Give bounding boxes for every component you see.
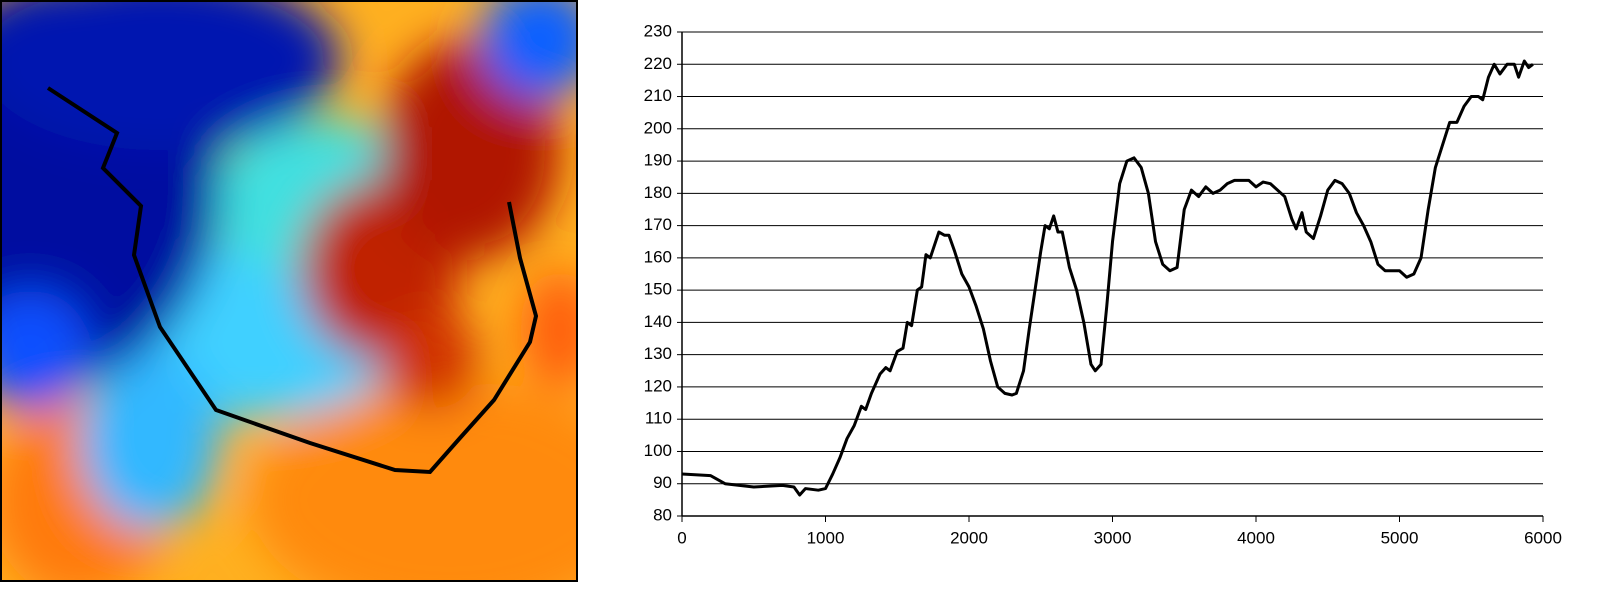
y-tick-label: 210	[644, 86, 672, 105]
line-chart: 80 90 100 110 120 130 140 150 160 170 180 190 200 210…	[644, 21, 1562, 547]
x-tick-label: 3000	[1094, 528, 1132, 547]
y-tick-label: 80	[653, 505, 672, 524]
profile-line	[681, 59, 1534, 497]
y-tick-label: 180	[644, 183, 672, 202]
y-tick-label: 200	[644, 118, 672, 137]
y-tick-label: 90	[653, 473, 672, 492]
x-tick-label: 6000	[1524, 528, 1562, 547]
x-tick-label: 5000	[1381, 528, 1419, 547]
x-tick-label: 2000	[950, 528, 988, 547]
y-tick-label: 190	[644, 151, 672, 170]
y-tick-label: 120	[644, 376, 672, 395]
y-tick-label: 220	[644, 54, 672, 73]
map-border	[0, 0, 578, 582]
y-tick-label: 130	[644, 344, 672, 363]
elevation-map	[0, 0, 578, 582]
y-tick-label: 170	[644, 215, 672, 234]
y-tick-label: 100	[644, 441, 672, 460]
x-tick-label: 1000	[807, 528, 845, 547]
y-tick-label: 150	[644, 280, 672, 299]
y-tick-label: 230	[644, 21, 672, 40]
y-tick-label: 140	[644, 312, 672, 331]
y-tick-label: 110	[645, 409, 672, 428]
y-tick-label: 160	[644, 247, 672, 266]
x-tick-label: 4000	[1237, 528, 1275, 547]
profile-path	[46, 86, 539, 475]
x-tick-label: 0	[677, 528, 686, 547]
